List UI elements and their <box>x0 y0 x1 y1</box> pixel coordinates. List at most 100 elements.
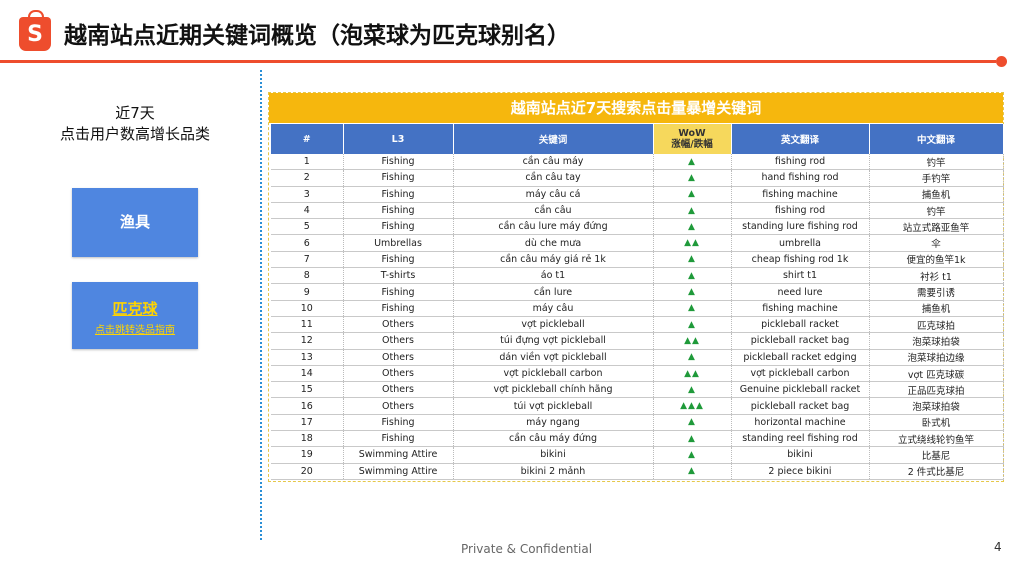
table-row: 17 Fishing máy ngang ▲ horizontal machine 卧式机 <box>271 414 1004 432</box>
table-row: 18 Fishing cần câu máy đứng ▲ standing reel … <box>271 430 1004 448</box>
left-title-line1: 近7天 <box>115 104 155 122</box>
cell-l3: Others <box>343 397 454 415</box>
logo-letter: S <box>27 22 43 47</box>
table-row: 5 Fishing cần câu lure máy đứng ▲ standing l… <box>271 218 1004 236</box>
cell-wow-arrow: ▲ <box>653 430 732 448</box>
cell-l3: Others <box>343 381 454 399</box>
cell-num: 20 <box>271 463 344 480</box>
cell-keyword: máy câu <box>453 300 654 317</box>
cell-chinese: 便宜的鱼竿1k <box>869 251 1004 269</box>
table-body: 1 Fishing cần câu máy ▲ fishing rod 钓竿 2 Fishin… <box>271 154 1004 480</box>
cell-keyword: cần câu máy giá rẻ 1k <box>453 251 654 269</box>
cell-english: fishing machine <box>731 186 870 203</box>
cell-l3: Fishing <box>343 186 454 203</box>
cell-keyword: vợt pickleball carbon <box>453 365 654 383</box>
cell-l3: Fishing <box>343 218 454 236</box>
cell-chinese: 泡菜球拍边缘 <box>869 349 1004 366</box>
slide-title: 越南站点近期关键词概览（泡菜球为匹克球别名） <box>64 23 570 49</box>
cell-l3: T-shirts <box>343 267 454 285</box>
cell-english: Genuine pickleball racket <box>731 381 870 399</box>
cell-l3: Others <box>343 316 454 334</box>
cell-num: 5 <box>271 218 344 236</box>
cell-keyword: cần câu tay <box>453 169 654 187</box>
table-row: 2 Fishing cần câu tay ▲ hand fishing rod 手钓竿 <box>271 169 1004 187</box>
keyword-table-panel: 越南站点近7天搜索点击量暴增关键词 # L3 关键词 WoW 涨幅/跌幅 英文翻… <box>268 92 1004 482</box>
cell-num: 11 <box>271 316 344 334</box>
table-row: 12 Others túi đựng vợt pickleball ▲▲ pickleb… <box>271 332 1004 350</box>
cell-l3: Fishing <box>343 430 454 448</box>
cell-num: 13 <box>271 349 344 366</box>
cell-keyword: cần câu máy đứng <box>453 430 654 448</box>
cell-wow-arrow: ▲ <box>653 300 732 317</box>
table-row: 14 Others vợt pickleball carbon ▲▲ vợt pickl… <box>271 365 1004 383</box>
cell-num: 15 <box>271 381 344 399</box>
cell-num: 18 <box>271 430 344 448</box>
cell-l3: Others <box>343 332 454 350</box>
table-row: 11 Others vợt pickleball ▲ pickleball racket… <box>271 316 1004 334</box>
cell-english: standing reel fishing rod <box>731 430 870 448</box>
col-header-keyword: 关键词 <box>453 124 654 154</box>
cell-chinese: 泡菜球拍袋 <box>869 332 1004 350</box>
cell-english: hand fishing rod <box>731 169 870 187</box>
category-pickleball-link[interactable]: 匹克球 点击跳转选品指南 <box>72 282 198 349</box>
table-row: 4 Fishing cần câu ▲ fishing rod 钓竿 <box>271 202 1004 220</box>
cell-keyword: dù che mưa <box>453 234 654 252</box>
left-title-line2: 点击用户数高增长品类 <box>59 125 210 143</box>
cell-wow-arrow: ▲▲ <box>653 234 732 252</box>
cell-chinese: 捕鱼机 <box>869 186 1004 203</box>
cell-chinese: 2 件式比基尼 <box>869 463 1004 480</box>
cell-wow-arrow: ▲ <box>653 463 732 480</box>
cell-num: 2 <box>271 169 344 187</box>
cell-wow-arrow: ▲ <box>653 283 732 301</box>
cell-wow-arrow: ▲▲▲ <box>653 397 732 415</box>
cell-chinese: 伞 <box>869 234 1004 252</box>
cell-wow-arrow: ▲ <box>653 154 732 171</box>
cell-l3: Fishing <box>343 154 454 171</box>
cell-wow-arrow: ▲▲ <box>653 365 732 383</box>
cell-l3: Fishing <box>343 251 454 269</box>
cell-keyword: túi vợt pickleball <box>453 397 654 415</box>
cell-english: cheap fishing rod 1k <box>731 251 870 269</box>
cell-l3: Others <box>343 349 454 366</box>
cell-keyword: cần câu <box>453 202 654 220</box>
table-row: 16 Others túi vợt pickleball ▲▲▲ pickleball … <box>271 397 1004 415</box>
cell-keyword: túi đựng vợt pickleball <box>453 332 654 350</box>
table-row: 13 Others dán viền vợt pickleball ▲ pickleba… <box>271 349 1004 366</box>
cell-chinese: 钓竿 <box>869 202 1004 220</box>
cell-english: fishing machine <box>731 300 870 317</box>
cell-num: 16 <box>271 397 344 415</box>
cell-num: 4 <box>271 202 344 220</box>
col-header-chinese: 中文翻译 <box>869 124 1004 154</box>
cell-l3: Swimming Attire <box>343 463 454 480</box>
cell-chinese: 捕鱼机 <box>869 300 1004 317</box>
cell-chinese: 正品匹克球拍 <box>869 381 1004 399</box>
cell-english: vợt pickleball carbon <box>731 365 870 383</box>
cell-keyword: cần câu máy <box>453 154 654 171</box>
pickleball-label[interactable]: 匹克球 <box>112 300 158 318</box>
cell-keyword: máy câu cá <box>453 186 654 203</box>
table-header-row: # L3 关键词 WoW 涨幅/跌幅 英文翻译 中文翻译 <box>271 124 1004 154</box>
cell-english: pickleball racket bag <box>731 397 870 415</box>
pickleball-guide-link[interactable]: 点击跳转选品指南 <box>95 325 175 336</box>
cell-keyword: bikini 2 mảnh <box>453 463 654 480</box>
cell-english: pickleball racket bag <box>731 332 870 350</box>
shopee-bag-icon: S <box>19 10 51 51</box>
cell-keyword: vợt pickleball chính hãng <box>453 381 654 399</box>
table-title: 越南站点近7天搜索点击量暴增关键词 <box>269 93 1003 123</box>
category-fishing-box[interactable]: 渔具 <box>72 188 198 257</box>
cell-num: 8 <box>271 267 344 285</box>
slide-header: S 越南站点近期关键词概览（泡菜球为匹克球别名） <box>0 0 1024 70</box>
cell-keyword: cần lure <box>453 283 654 301</box>
cell-keyword: bikini <box>453 446 654 464</box>
cell-l3: Fishing <box>343 283 454 301</box>
cell-chinese: vợt 匹克球碳 <box>869 365 1004 383</box>
cell-english: standing lure fishing rod <box>731 218 870 236</box>
keyword-table: # L3 关键词 WoW 涨幅/跌幅 英文翻译 中文翻译 1 Fishing cần… <box>271 124 1004 480</box>
table-row: 10 Fishing máy câu ▲ fishing machine 捕鱼机 <box>271 300 1004 317</box>
table-row: 8 T-shirts áo t1 ▲ shirt t1 衬衫 t1 <box>271 267 1004 285</box>
cell-chinese: 钓竿 <box>869 154 1004 171</box>
col-header-english: 英文翻译 <box>731 124 870 154</box>
header-divider-dot <box>996 56 1007 67</box>
cell-keyword: vợt pickleball <box>453 316 654 334</box>
cell-english: 2 piece bikini <box>731 463 870 480</box>
